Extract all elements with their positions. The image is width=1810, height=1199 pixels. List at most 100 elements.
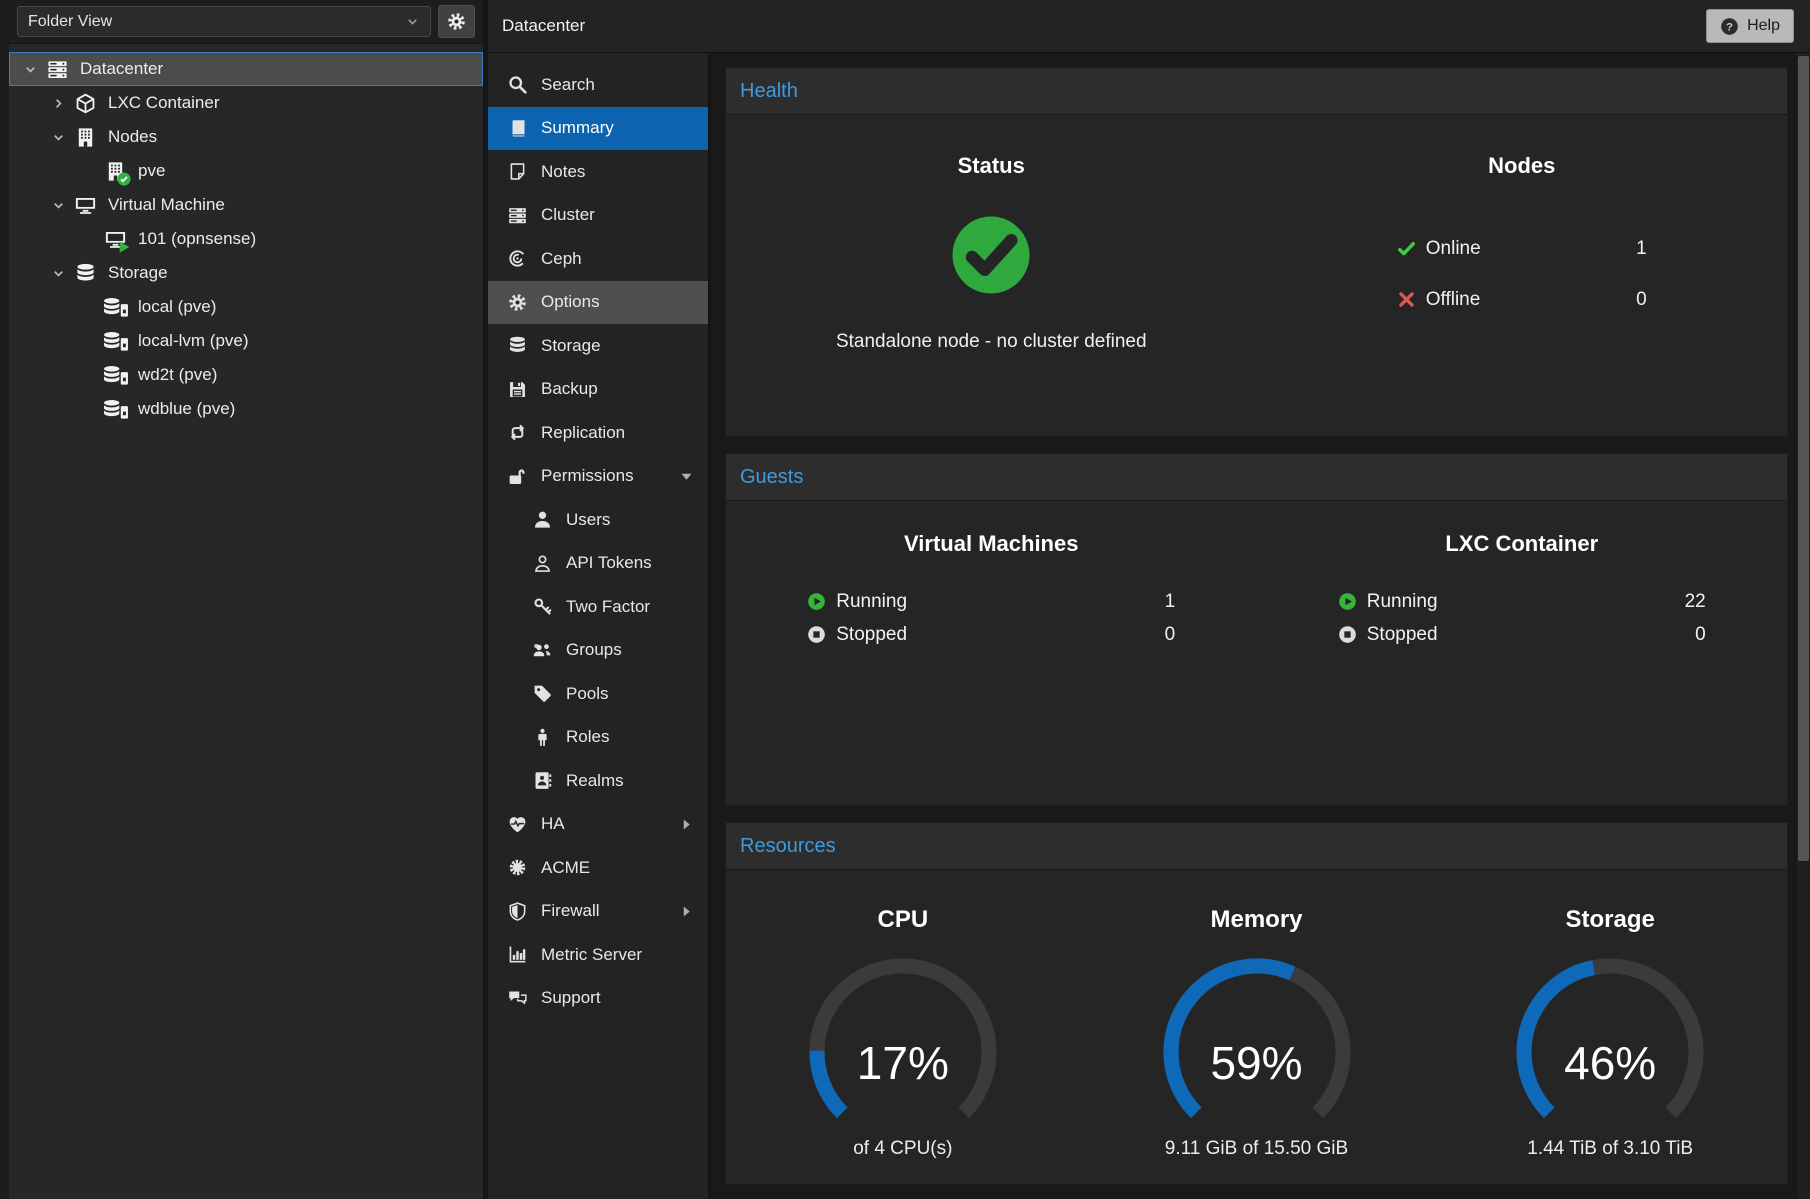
svg-text:?: ? <box>1726 21 1733 33</box>
play-badge-icon <box>117 240 131 254</box>
tree-item-lxc-container[interactable]: LXC Container <box>9 86 483 120</box>
resources-panel-title: Resources <box>726 823 1787 870</box>
nav-item-notes[interactable]: Notes <box>488 150 708 194</box>
nodes-heading: Nodes <box>1488 153 1556 178</box>
database-drive-icon <box>102 398 129 421</box>
stat-row-stopped: Stopped 0 <box>807 618 1175 651</box>
tree-item-datacenter[interactable]: Datacenter <box>9 52 483 86</box>
nav-item-summary[interactable]: Summary <box>488 106 708 150</box>
caret-down-icon[interactable] <box>46 129 70 145</box>
database-drive-icon <box>102 364 129 387</box>
tree-settings-button[interactable] <box>438 5 475 38</box>
nav-item-replication[interactable]: Replication <box>488 411 708 455</box>
database-icon <box>72 262 99 285</box>
gauge-storage: Storage 46% 1.44 TiB of 3.10 TiB <box>1433 870 1787 1160</box>
nav-item-label: Ceph <box>541 248 582 268</box>
stat-value: 1 <box>1164 590 1176 612</box>
building-icon <box>102 160 131 186</box>
nav-item-label: Pools <box>566 683 609 703</box>
nav-item-permissions[interactable]: Permissions <box>488 455 708 499</box>
stat-label: Running <box>836 590 908 612</box>
tree-item-label: local (pve) <box>138 297 217 316</box>
replication-icon <box>507 422 528 443</box>
user-outline-icon <box>532 553 553 574</box>
stat-row-stopped: Stopped 0 <box>1338 618 1706 651</box>
guest-column-virtual-machines: Virtual Machines Running 1 Stopped 0 <box>726 501 1257 651</box>
tree-item-wd2t-pve[interactable]: wd2t (pve) <box>9 358 483 392</box>
caret-down-icon[interactable] <box>18 61 42 77</box>
tree-item-label: Virtual Machine <box>108 195 225 214</box>
nav-item-firewall[interactable]: Firewall <box>488 890 708 934</box>
nav-item-search[interactable]: Search <box>488 63 708 107</box>
stat-value: 0 <box>1164 623 1176 645</box>
nav-item-label: Support <box>541 988 601 1008</box>
database-drive-icon <box>102 330 129 353</box>
tree-item-local-lvm-pve[interactable]: local-lvm (pve) <box>9 324 483 358</box>
chevron-down-icon <box>405 14 420 29</box>
stat-label: Online <box>1425 237 1481 259</box>
scrollbar-thumb[interactable] <box>1798 56 1809 861</box>
help-button[interactable]: ? Help <box>1706 9 1794 43</box>
nav-item-ceph[interactable]: Ceph <box>488 237 708 281</box>
view-selector[interactable]: Folder View <box>17 6 431 37</box>
nav-item-ha[interactable]: HA <box>488 803 708 847</box>
nav-item-realms[interactable]: Realms <box>488 759 708 803</box>
gauge-title: Memory <box>1210 906 1303 933</box>
database-icon <box>507 335 528 356</box>
caret-icon <box>76 163 100 179</box>
nav-item-label: Cluster <box>541 205 595 225</box>
nav-item-label: Firewall <box>541 901 600 921</box>
tree-item-101-opnsense[interactable]: 101 (opnsense) <box>9 222 483 256</box>
tree-item-storage[interactable]: Storage <box>9 256 483 290</box>
arrow-down-icon <box>680 470 693 483</box>
nav-item-two-factor[interactable]: Two Factor <box>488 585 708 629</box>
guest-column-heading: Virtual Machines <box>904 531 1079 556</box>
nodes-column: Nodes Online 1 Offline 0 <box>1257 115 1788 353</box>
nav-item-acme[interactable]: ACME <box>488 846 708 890</box>
vertical-scrollbar[interactable] <box>1797 53 1810 1199</box>
status-ok-icon <box>949 213 1033 297</box>
nav-item-pools[interactable]: Pools <box>488 672 708 716</box>
guest-column-lxc-container: LXC Container Running 22 Stopped 0 <box>1257 501 1788 651</box>
tree-item-label: Datacenter <box>80 59 164 78</box>
nav-item-roles[interactable]: Roles <box>488 716 708 760</box>
caret-down-icon[interactable] <box>46 197 70 213</box>
nav-item-cluster[interactable]: Cluster <box>488 194 708 238</box>
check-icon <box>1397 239 1416 258</box>
tree-item-nodes[interactable]: Nodes <box>9 120 483 154</box>
users-icon <box>532 640 553 661</box>
nav-item-backup[interactable]: Backup <box>488 368 708 412</box>
shield-icon <box>507 901 528 922</box>
tree-item-label: Nodes <box>108 127 158 146</box>
ceph-icon <box>507 248 528 269</box>
tree-item-pve[interactable]: pve <box>9 154 483 188</box>
nav-item-storage[interactable]: Storage <box>488 324 708 368</box>
cube-icon <box>72 92 99 115</box>
nav-item-label: Notes <box>541 161 586 181</box>
nav-item-label: Storage <box>541 335 601 355</box>
nav-item-support[interactable]: Support <box>488 977 708 1021</box>
nav-item-metric-server[interactable]: Metric Server <box>488 933 708 977</box>
tree-item-wdblue-pve[interactable]: wdblue (pve) <box>9 392 483 426</box>
gauge-title: CPU <box>877 906 929 933</box>
cluster-status-message: Standalone node - no cluster defined <box>835 331 1147 352</box>
stat-value: 0 <box>1636 288 1647 310</box>
tree-item-local-pve[interactable]: local (pve) <box>9 290 483 324</box>
caret-down-icon[interactable] <box>46 265 70 281</box>
cross-icon <box>1397 290 1416 309</box>
gauge-sub-label: 9.11 GiB of 15.50 GiB <box>1164 1138 1349 1159</box>
health-panel-title: Health <box>726 68 1787 115</box>
nav-item-groups[interactable]: Groups <box>488 629 708 673</box>
page-title: Datacenter <box>502 16 586 35</box>
nav-item-options[interactable]: Options <box>488 280 708 324</box>
book-icon <box>507 118 528 139</box>
caret-right-icon[interactable] <box>46 95 70 111</box>
tree-item-virtual-machine[interactable]: Virtual Machine <box>9 188 483 222</box>
nav-item-api-tokens[interactable]: API Tokens <box>488 542 708 586</box>
gauge-percent-label: 59% <box>1210 1037 1303 1089</box>
user-icon <box>532 509 553 530</box>
stat-row-online: Online 1 <box>1397 223 1647 274</box>
nav-item-users[interactable]: Users <box>488 498 708 542</box>
stat-label: Stopped <box>1366 623 1438 645</box>
database-drive-icon <box>102 296 129 319</box>
